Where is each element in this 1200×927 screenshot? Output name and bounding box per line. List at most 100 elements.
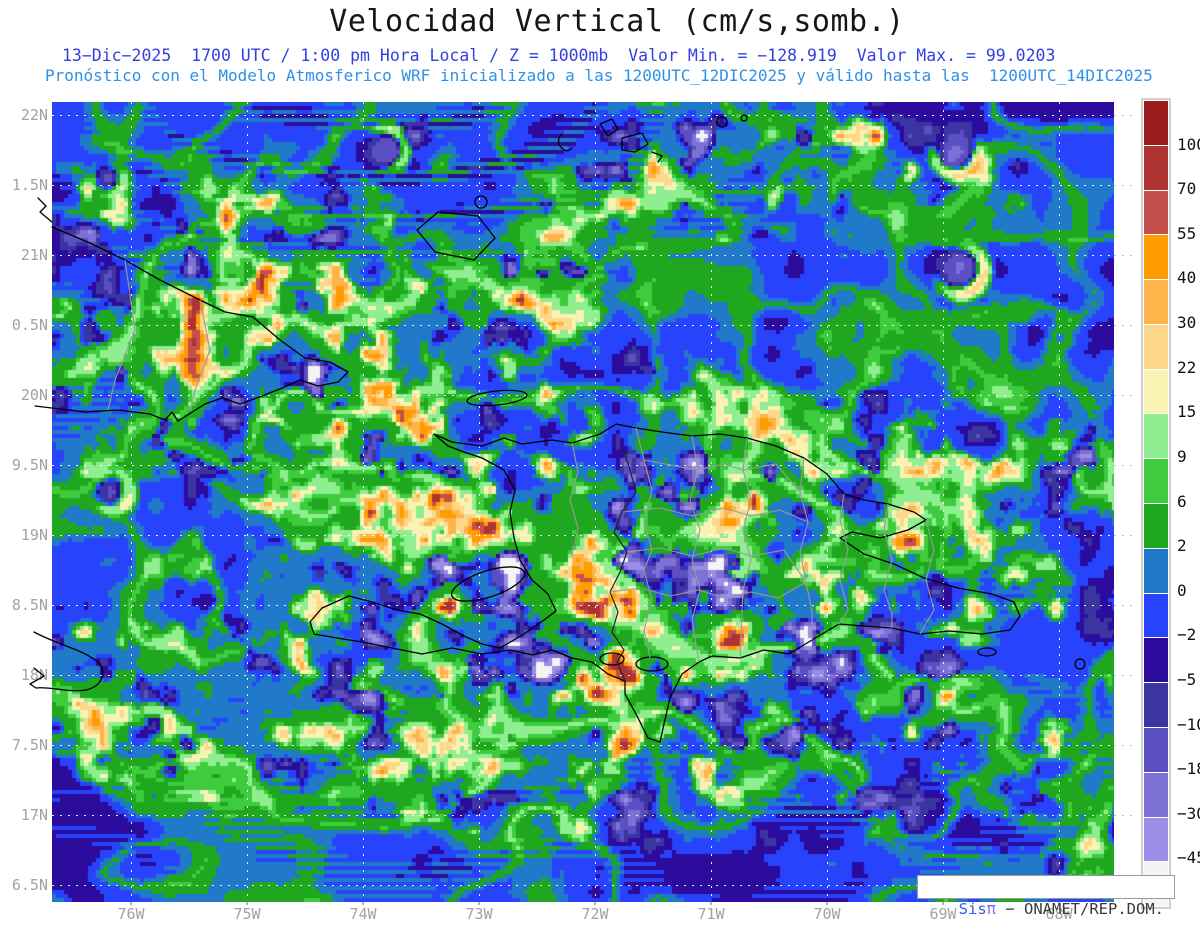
lat-gridline-margin-right [1114,325,1134,326]
colorbar-boundary-label: −5 [1177,669,1197,689]
map-title: Velocidad Vertical (cm/s,somb.) [329,4,905,39]
lat-gridline [52,465,1114,466]
lon-gridline [479,102,480,902]
lat-gridline-margin-left [36,745,52,746]
colorbar-segment [1144,145,1168,190]
lat-gridline-margin-left [36,675,52,676]
colorbar-boundary-label: −2 [1177,625,1197,645]
lon-axis-label: 69W [911,905,975,923]
lat-gridline-margin-right [1114,605,1134,606]
lat-gridline [52,745,1114,746]
colorbar-segment [1144,414,1168,459]
colorbar-segment [1144,593,1168,638]
colorbar-segment [1144,504,1168,548]
colorbar-segment [1144,459,1168,504]
lon-axis-label: 71W [697,905,725,923]
lon-gridline [827,102,828,902]
lon-tick [1058,902,1060,905]
lat-gridline-margin-left [36,325,52,326]
credit-pi-icon: π [986,900,997,918]
lon-gridline [943,102,944,902]
lat-gridline [52,185,1114,186]
lon-axis-label: 74W [349,905,377,923]
lat-gridline-margin-right [1114,465,1134,466]
lat-gridline-margin-left [36,115,52,116]
lon-axis-label: 76W [117,905,145,923]
lat-gridline-margin-right [1114,255,1134,256]
credit-org: ONAMET/REP.DOM. [1024,900,1164,918]
lon-gridline [131,102,132,902]
colorbar [1141,98,1171,909]
colorbar-boundary-label: −30 [1177,803,1200,823]
lon-axis-label: 70W [813,905,841,923]
colorbar-segment [1144,190,1168,235]
colorbar-segment [1144,638,1168,683]
colorbar-boundary-label: 40 [1177,268,1197,288]
lon-gridline [247,102,248,902]
colorbar-segment [1144,101,1168,145]
colorbar-segment [1144,548,1168,593]
lon-axis-label: 72W [581,905,609,923]
lat-gridline-margin-left [36,255,52,256]
colorbar-segment [1144,280,1168,324]
colorbar-boundary-label: 70 [1177,179,1197,199]
lon-gridline [711,102,712,902]
credit-badge: Sisπ − ONAMET/REP.DOM. [917,875,1175,918]
lat-gridline-margin-right [1114,675,1134,676]
colorbar-boundary-label: 6 [1177,491,1187,511]
colorbar-boundary-label: 100 [1177,134,1200,154]
lat-gridline [52,255,1114,256]
credit-separator: − [996,900,1025,918]
lat-gridline-margin-right [1114,815,1134,816]
lon-tick [246,902,248,905]
lon-axis-label: 75W [233,905,261,923]
lat-axis-label: 9.5N [11,456,48,474]
lon-tick [478,902,480,905]
lat-gridline [52,395,1114,396]
lon-gridline [363,102,364,902]
colorbar-boundary-label: 30 [1177,313,1197,333]
lat-gridline-margin-left [36,395,52,396]
lat-gridline-margin-left [36,185,52,186]
lat-gridline-margin-right [1114,745,1134,746]
lat-gridline [52,115,1114,116]
lon-tick [130,902,132,905]
lon-axis-label: 68W [1027,905,1091,923]
lat-axis-label: 6.5N [11,876,48,894]
colorbar-boundary-label: −10 [1177,714,1200,734]
lat-axis-label: 17N [20,806,48,824]
colorbar-segment [1144,683,1168,727]
colorbar-boundary-label: 2 [1177,536,1187,556]
lat-gridline [52,535,1114,536]
subtitle-model-info: Pronóstico con el Modelo Atmosferico WRF… [45,66,1153,85]
subtitle-validtime: 13−Dic−2025 1700 UTC / 1:00 pm Hora Loca… [62,46,1056,65]
lat-gridline-margin-left [36,605,52,606]
lat-gridline [52,885,1114,886]
lat-gridline-margin-right [1114,395,1134,396]
lon-gridline [595,102,596,902]
lon-tick [710,902,712,905]
lat-gridline-margin-left [36,465,52,466]
lat-axis-label: 1.5N [11,176,48,194]
colorbar-segment [1144,772,1168,817]
lat-axis-label: 7.5N [11,736,48,754]
lon-tick [362,902,364,905]
colorbar-boundary-label: 22 [1177,357,1197,377]
colorbar-boundary-label: 9 [1177,446,1187,466]
credit-sis: Sis [958,900,987,918]
lat-axis-label: 19N [20,526,48,544]
colorbar-boundary-label: −45 [1177,848,1200,868]
colorbar-segment [1144,235,1168,280]
cuba-margin-squiggle [37,197,53,223]
colorbar-boundary-label: 55 [1177,223,1197,243]
colorbar-boundary-label: 0 [1177,580,1187,600]
colorbar-segment [1144,324,1168,369]
lat-gridline-margin-right [1114,115,1134,116]
colorbar-segment [1144,369,1168,414]
lat-gridline-margin-right [1114,185,1134,186]
lat-gridline [52,325,1114,326]
colorbar-segment [1144,727,1168,772]
lat-gridline-margin-left [36,885,52,886]
lat-gridline [52,605,1114,606]
